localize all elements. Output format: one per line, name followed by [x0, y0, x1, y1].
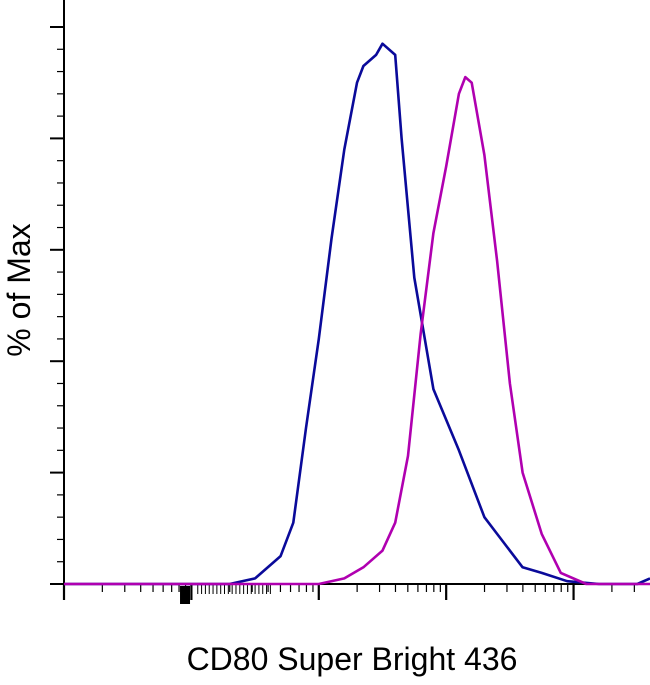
series-line-2 [64, 75, 650, 586]
series-line-1 [64, 42, 650, 586]
y-axis-label: % of Max [1, 223, 37, 356]
x-axis-label: CD80 Super Bright 436 [187, 641, 518, 677]
series-layer [64, 42, 650, 586]
y-ticks [50, 26, 64, 585]
x-zero-marker [180, 586, 191, 604]
x-ticks [62, 584, 635, 604]
